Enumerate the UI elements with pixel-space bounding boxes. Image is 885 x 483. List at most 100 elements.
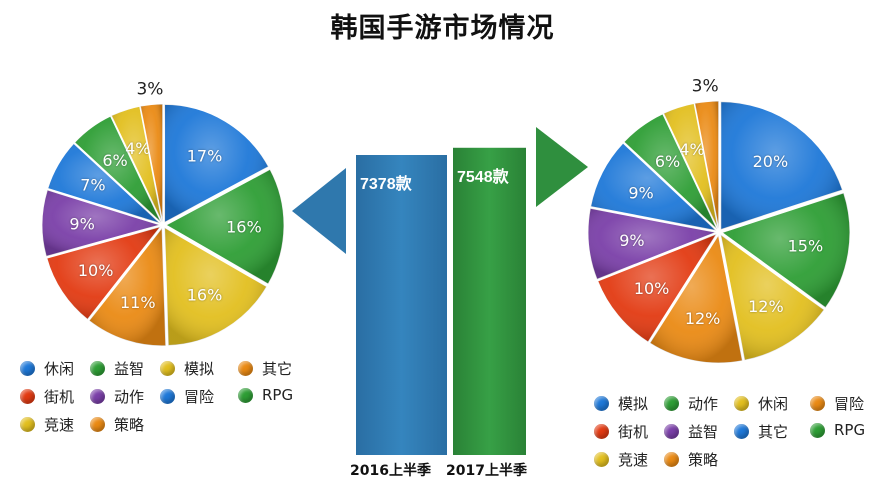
pie-label-益智: 9%	[619, 231, 644, 250]
legend-swatch-icon	[734, 396, 749, 411]
pie-label-其它: 9%	[628, 183, 653, 202]
legend-item: 策略	[664, 449, 718, 470]
pie-slice-shade	[89, 227, 166, 346]
legend-swatch-icon	[238, 387, 253, 403]
pie-label-动作: 9%	[69, 215, 94, 234]
legend-label: 冒险	[834, 395, 865, 413]
legend-swatch-icon	[160, 389, 175, 404]
legend-label: 模拟	[618, 395, 649, 413]
bar-chart	[356, 147, 526, 455]
legend-item: 益智	[90, 358, 144, 379]
legend-swatch-icon	[594, 452, 609, 467]
legend-label: 其它	[758, 423, 789, 441]
pie-slice-shade	[111, 106, 163, 223]
pie-slice-shade	[590, 143, 717, 231]
pie-2017: 20%15%12%12%10%9%9%6%4%3%	[587, 77, 851, 364]
legend-label: RPG	[834, 421, 866, 439]
legend-swatch-icon	[734, 424, 749, 439]
pie-slice-shade	[720, 101, 843, 230]
legend-label: 街机	[44, 388, 75, 406]
pie-label-竞速: 4%	[679, 140, 704, 159]
pie-label-策略: 3%	[692, 77, 719, 97]
chart-title: 韩国手游市场情况	[330, 13, 555, 44]
legend-label: 动作	[114, 388, 145, 406]
legend-item: 街机	[20, 386, 74, 407]
pie-label-RPG: 6%	[655, 152, 680, 171]
legend-swatch-icon	[20, 389, 35, 404]
legend-label: 冒险	[184, 388, 215, 406]
bar-category-label: 2016上半季	[350, 463, 431, 479]
bar-2016上半季	[356, 155, 447, 455]
pie-slice-shade	[140, 104, 163, 223]
legend-item: 冒险	[810, 393, 864, 414]
legend-swatch-icon	[594, 396, 609, 411]
legend-label: 竞速	[618, 451, 649, 469]
legend-item: 策略	[90, 414, 144, 435]
legend-swatch-icon	[20, 417, 35, 432]
pie-label-RPG: 6%	[102, 151, 127, 170]
pie-label-策略: 3%	[136, 80, 163, 100]
legend-swatch-icon	[238, 361, 253, 376]
legend-label: 竞速	[44, 416, 75, 434]
bar-value-label: 7378款	[360, 176, 412, 193]
legend-item: 其它	[238, 358, 292, 379]
pie-label-模拟: 16%	[187, 285, 223, 304]
legend-swatch-icon	[664, 452, 679, 467]
pie-slice-shade	[42, 189, 161, 257]
pie-slice-shade	[720, 234, 825, 361]
pie-slice-shade	[623, 113, 718, 230]
pie-2016: 17% 16% 16% 11% 10% 9% 7% 6%4% 3%	[41, 80, 285, 347]
pie-label-益智: 16%	[226, 217, 262, 236]
legend-item: 休闲	[734, 393, 788, 414]
legend-item: 动作	[664, 393, 718, 414]
legend-item: 街机	[594, 421, 648, 442]
arrow-left-icon	[292, 168, 346, 254]
legend-swatch-icon	[810, 422, 825, 438]
legend-label: 其它	[262, 360, 293, 378]
pie-label-模拟: 20%	[753, 152, 789, 171]
legend-item: 休闲	[20, 358, 74, 379]
legend-item: 其它	[734, 421, 788, 442]
pie-slice-shade	[46, 226, 161, 320]
legend-swatch-icon	[810, 396, 825, 411]
pie-label-休闲: 17%	[187, 147, 223, 166]
bar-2017上半季	[453, 147, 526, 455]
pie-label-其它: 11%	[120, 293, 156, 312]
legend-label: 动作	[688, 395, 719, 413]
legend-label: 休闲	[44, 360, 75, 378]
legend-item: 动作	[90, 386, 144, 407]
pie-slice-shade	[694, 101, 719, 230]
legend-swatch-icon	[90, 361, 105, 376]
pie-slice-shade	[165, 169, 284, 285]
bar-value-label: 7548款	[457, 168, 509, 186]
pie-slice-shade	[588, 208, 717, 280]
arrow-right-icon	[536, 127, 588, 207]
pie-label-街机: 10%	[634, 279, 670, 298]
pie-label-冒险: 7%	[80, 176, 105, 195]
legend-item: 冒险	[160, 386, 214, 407]
legend-label: 模拟	[184, 360, 215, 378]
legend-item: 竞速	[20, 414, 74, 435]
legend-label: 益智	[688, 423, 719, 441]
pie-slice-shade	[74, 116, 162, 223]
legend-label: 益智	[114, 360, 145, 378]
legend-swatch-icon	[160, 361, 175, 376]
pie-label-动作: 15%	[788, 237, 824, 256]
legend-swatch-icon	[664, 396, 679, 411]
pie-slice-shade	[164, 104, 269, 223]
pie-label-冒险: 12%	[685, 309, 721, 328]
legend-swatch-icon	[90, 389, 105, 404]
legend-item: 模拟	[160, 358, 214, 379]
legend-label: 街机	[618, 423, 649, 441]
pie-slice-shade	[721, 192, 850, 308]
pie-slice-shade	[47, 143, 161, 224]
legend-item: RPG	[238, 386, 293, 404]
pie-label-竞速: 4%	[125, 139, 150, 158]
pie-slice-shade	[649, 234, 743, 363]
legend-item: 益智	[664, 421, 718, 442]
pie-slice-shade	[597, 233, 717, 342]
bar-category-label: 2017上半季	[446, 463, 527, 479]
legend-item: RPG	[810, 421, 865, 439]
pie-label-街机: 10%	[78, 261, 114, 280]
